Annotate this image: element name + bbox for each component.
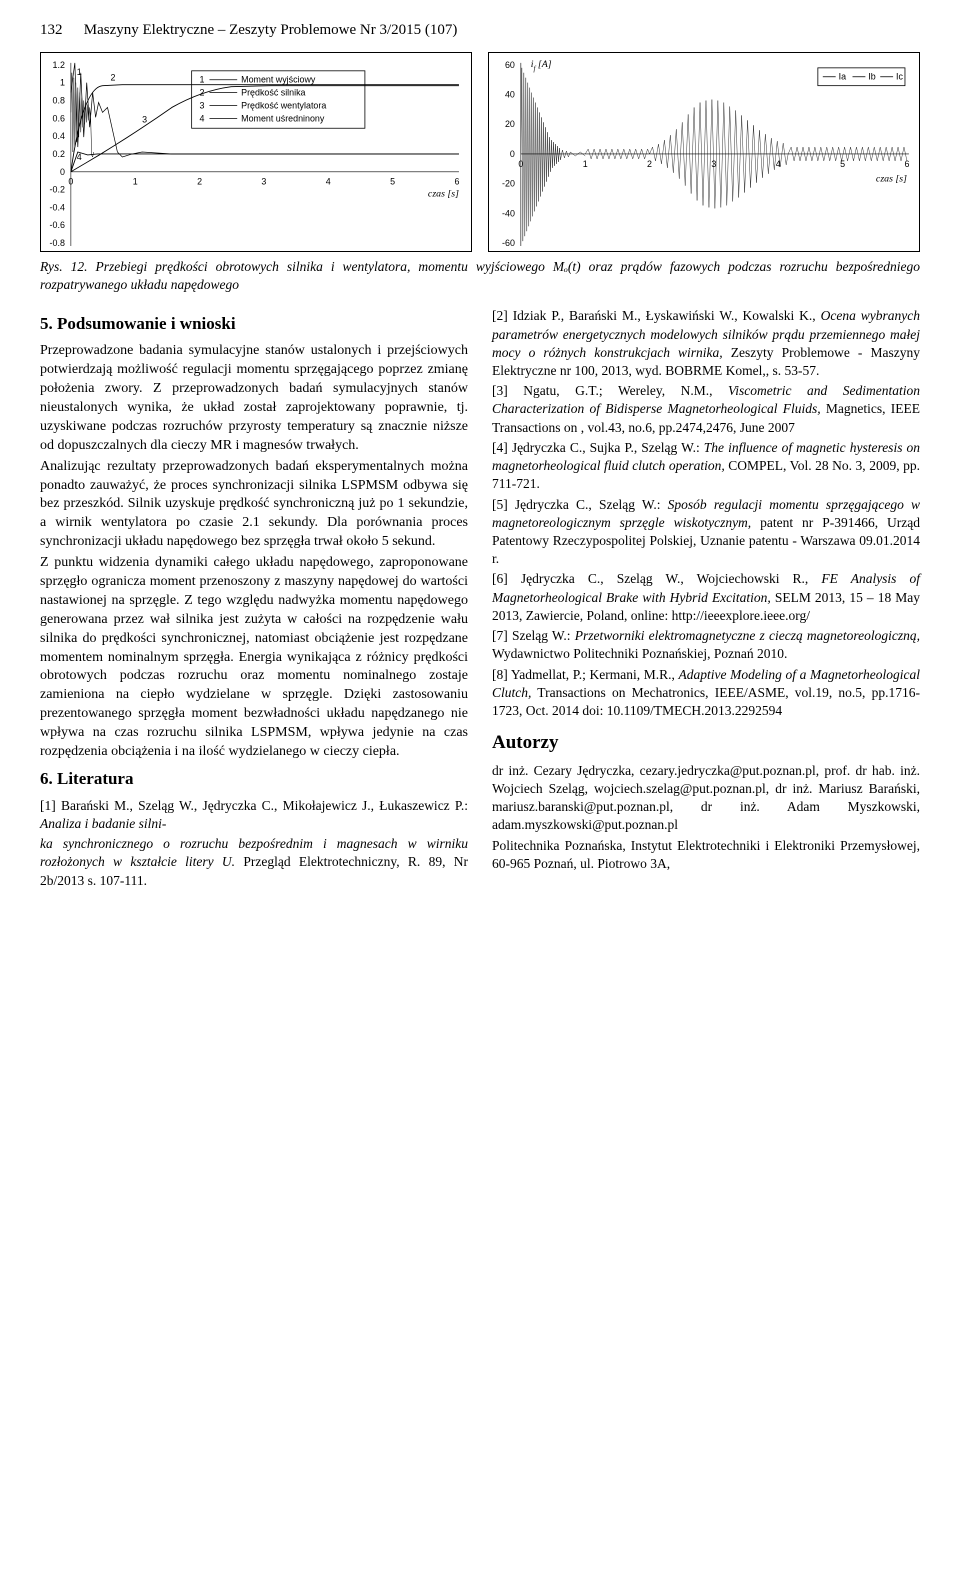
svg-text:60: 60	[505, 60, 515, 70]
svg-text:czas [s]: czas [s]	[428, 189, 459, 200]
svg-text:40: 40	[505, 90, 515, 100]
ref-6: [6] Jędryczka C., Szeląg W., Wojciechows…	[492, 570, 920, 625]
svg-text:Moment wyjściowy: Moment wyjściowy	[241, 75, 316, 85]
authors-line-2: Politechnika Poznańska, Instytut Elektro…	[492, 837, 920, 873]
svg-text:0: 0	[60, 167, 65, 177]
svg-text:Ib: Ib	[868, 72, 875, 82]
ref-1: [1] Barański M., Szeląg W., Jędryczka C.…	[40, 797, 468, 833]
svg-text:2: 2	[197, 177, 202, 187]
page-number: 132	[40, 20, 80, 40]
section5-p3: Z punktu widzenia dynamiki całego układu…	[40, 554, 468, 762]
ref-8: [8] Yadmellat, P.; Kermani, M.R., Adapti…	[492, 666, 920, 721]
ref-3: [3] Ngatu, G.T.; Wereley, N.M., Viscomet…	[492, 382, 920, 437]
ref-5: [5] Jędryczka C., Szeląg W.: Sposób regu…	[492, 496, 920, 569]
svg-text:1: 1	[200, 75, 205, 85]
svg-text:0.4: 0.4	[53, 131, 65, 141]
svg-text:1: 1	[77, 67, 82, 77]
svg-text:1: 1	[583, 159, 588, 169]
journal-title: Maszyny Elektryczne – Zeszyty Problemowe…	[84, 20, 458, 40]
section6-heading: 6. Literatura	[40, 768, 468, 791]
svg-text:4: 4	[326, 177, 331, 187]
svg-text:-0.6: -0.6	[50, 220, 65, 230]
svg-text:-40: -40	[502, 209, 515, 219]
svg-text:3: 3	[200, 101, 205, 111]
svg-text:6: 6	[454, 177, 459, 187]
svg-text:4: 4	[77, 152, 82, 162]
section5-p1: Przeprowadzone badania symulacyjne stanó…	[40, 342, 468, 455]
svg-text:Moment uśredninony: Moment uśredninony	[241, 114, 325, 124]
svg-text:0.6: 0.6	[53, 114, 65, 124]
svg-text:3: 3	[261, 177, 266, 187]
authors-line-1: dr inż. Cezary Jędryczka, cezary.jedrycz…	[492, 762, 920, 835]
ref-2: [2] Idziak P., Barański M., Łyskawiński …	[492, 307, 920, 380]
svg-text:3: 3	[142, 115, 147, 125]
figure-caption: Rys. 12. Przebiegi prędkości obrotowych …	[40, 258, 920, 293]
svg-text:1: 1	[60, 78, 65, 88]
svg-text:1: 1	[133, 177, 138, 187]
svg-text:-20: -20	[502, 179, 515, 189]
page-header: 132 Maszyny Elektryczne – Zeszyty Proble…	[40, 20, 920, 40]
figure-left: 1.2 1 0.8 0.6 0.4 0.2 0 -0.2 -0.4 -0.6 -…	[40, 52, 472, 252]
svg-text:1.2: 1.2	[53, 60, 65, 70]
svg-text:Ia: Ia	[839, 72, 846, 82]
figure-right: 60 40 20 0 -20 -40 -60 0 1 2 3 4 5 6	[488, 52, 920, 252]
svg-text:2: 2	[647, 159, 652, 169]
svg-text:-0.2: -0.2	[50, 185, 65, 195]
svg-text:Prędkość wentylatora: Prędkość wentylatora	[241, 101, 326, 111]
section5-heading: 5. Podsumowanie i wnioski	[40, 313, 468, 336]
ref-1-cont: ka synchronicznego o rozruchu bezpośredn…	[40, 835, 468, 890]
svg-text:0.8: 0.8	[53, 96, 65, 106]
svg-text:5: 5	[390, 177, 395, 187]
svg-text:0: 0	[510, 149, 515, 159]
authors-heading: Autorzy	[492, 730, 920, 756]
svg-text:0.2: 0.2	[53, 149, 65, 159]
svg-text:-60: -60	[502, 238, 515, 248]
svg-text:czas [s]: czas [s]	[876, 174, 907, 185]
svg-text:2: 2	[110, 73, 115, 83]
svg-text:-0.4: -0.4	[50, 203, 65, 213]
svg-text:if [A]: if [A]	[531, 59, 552, 73]
figures-row: 1.2 1 0.8 0.6 0.4 0.2 0 -0.2 -0.4 -0.6 -…	[40, 52, 920, 252]
svg-text:4: 4	[200, 114, 205, 124]
svg-text:Ic: Ic	[896, 72, 903, 82]
ref-4: [4] Jędryczka C., Sujka P., Szeląg W.: T…	[492, 439, 920, 494]
caption-text: Przebiegi prędkości obrotowych silnika i…	[40, 259, 920, 292]
body-columns: 5. Podsumowanie i wnioski Przeprowadzone…	[40, 307, 920, 890]
svg-text:20: 20	[505, 120, 515, 130]
caption-prefix: Rys. 12.	[40, 259, 95, 274]
svg-text:2: 2	[200, 88, 205, 98]
ref-7: [7] Szeląg W.: Przetworniki elektromagne…	[492, 627, 920, 663]
section5-p2: Analizując rezultaty przeprowadzonych ba…	[40, 458, 468, 552]
svg-text:Prędkość silnika: Prędkość silnika	[241, 88, 305, 98]
svg-text:5: 5	[840, 159, 845, 169]
svg-text:-0.8: -0.8	[50, 238, 65, 248]
